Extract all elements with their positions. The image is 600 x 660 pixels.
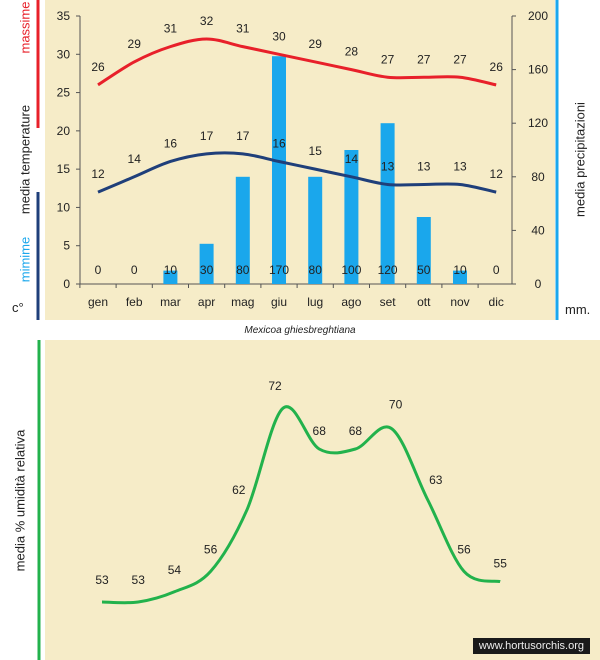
humidity-data-label: 53 — [132, 573, 146, 587]
x-tick-label: lug — [307, 295, 323, 309]
left-tick-label: 0 — [63, 277, 70, 291]
massime-data-label: 30 — [272, 29, 286, 43]
right-tick-label: 40 — [531, 223, 545, 237]
massime-data-label: 26 — [91, 60, 105, 74]
humidity-data-label: 68 — [349, 424, 363, 438]
left-tick-label: 30 — [57, 47, 71, 61]
humidity-data-label: 72 — [268, 379, 282, 393]
left-tick-label: 15 — [57, 162, 71, 176]
minime-data-label: 16 — [164, 136, 178, 150]
massime-line — [97, 37, 497, 87]
massime-data-label: 28 — [345, 45, 359, 59]
minime-data-label: 13 — [453, 159, 467, 173]
minime-data-label: 14 — [345, 152, 359, 166]
massime-data-label: 26 — [490, 60, 504, 74]
left-tick-label: 25 — [57, 86, 71, 100]
right-tick-label: 80 — [531, 170, 545, 184]
x-tick-label: ago — [341, 295, 361, 309]
minime-data-label: 13 — [381, 159, 395, 173]
x-tick-label: mag — [231, 295, 254, 309]
right-tick-label: 200 — [528, 9, 548, 23]
precip-data-label: 10 — [164, 263, 178, 277]
humidity-chart-panel — [45, 340, 600, 660]
x-tick-label: mar — [160, 295, 181, 309]
massime-data-label: 27 — [453, 52, 467, 66]
right-tick-label: 120 — [528, 116, 548, 130]
precip-data-label: 100 — [341, 263, 361, 277]
precip-data-label: 0 — [131, 263, 138, 277]
left-tick-label: 20 — [57, 124, 71, 138]
x-tick-label: apr — [198, 295, 215, 309]
x-tick-label: giu — [271, 295, 287, 309]
massime-data-label: 29 — [128, 37, 142, 51]
precip-data-label: 0 — [95, 263, 102, 277]
x-tick-label: set — [380, 295, 397, 309]
precip-bar — [380, 123, 395, 284]
massime-data-label: 29 — [309, 37, 323, 51]
x-tick-label: dic — [489, 295, 504, 309]
minime-data-label: 15 — [309, 144, 323, 158]
massime-data-label: 32 — [200, 14, 214, 28]
humidity-data-label: 55 — [494, 557, 508, 571]
minime-data-label: 12 — [490, 167, 504, 181]
humidity-data-label: 54 — [168, 563, 182, 577]
minime-data-label: 17 — [200, 129, 214, 143]
minime-data-label: 13 — [417, 159, 431, 173]
right-tick-label: 160 — [528, 63, 548, 77]
massime-data-label: 31 — [164, 22, 178, 36]
precip-bar — [344, 150, 359, 284]
precip-bar — [416, 217, 431, 284]
humidity-data-label: 53 — [95, 573, 109, 587]
precip-data-label: 10 — [453, 263, 467, 277]
minime-data-label: 17 — [236, 129, 250, 143]
precip-data-label: 120 — [378, 263, 398, 277]
right-tick-label: 0 — [535, 277, 542, 291]
massime-data-label: 27 — [381, 52, 395, 66]
humidity-data-label: 68 — [313, 424, 327, 438]
x-tick-label: gen — [88, 295, 108, 309]
climate-chart-panel — [45, 0, 555, 320]
left-tick-label: 10 — [57, 200, 71, 214]
precip-bar — [453, 270, 467, 284]
x-tick-label: ott — [417, 295, 431, 309]
x-tick-label: feb — [126, 295, 143, 309]
precip-bar — [308, 176, 323, 284]
mm-unit: mm. — [565, 302, 591, 317]
left-tick-label: 35 — [57, 9, 71, 23]
humidity-data-label: 70 — [389, 398, 403, 412]
precip-data-label: 170 — [269, 263, 289, 277]
species-caption: Mexicoa ghiesbreghtiana — [244, 325, 356, 336]
humidity-data-label: 56 — [457, 542, 471, 556]
minime-line — [97, 151, 497, 194]
celsius-unit: c° — [12, 300, 24, 315]
humidity-data-label: 62 — [232, 483, 246, 497]
humidity-data-label: 56 — [204, 542, 218, 556]
humidity-data-label: 63 — [429, 473, 443, 487]
precip-bar — [163, 270, 178, 284]
precip-data-label: 80 — [309, 263, 323, 277]
humidity-line — [101, 405, 501, 605]
site-credit: www.hortusorchis.org — [472, 638, 590, 654]
x-tick-label: nov — [450, 295, 469, 309]
minime-data-label: 14 — [128, 152, 142, 166]
precip-bar — [199, 243, 214, 284]
minime-data-label: 16 — [272, 136, 286, 150]
precip-data-label: 30 — [200, 263, 214, 277]
precip-data-label: 80 — [236, 263, 250, 277]
massime-data-label: 27 — [417, 52, 431, 66]
precip-bar — [235, 176, 250, 284]
left-tick-label: 5 — [63, 239, 70, 253]
minime-data-label: 12 — [91, 167, 105, 181]
precip-data-label: 50 — [417, 263, 431, 277]
precip-bar — [272, 56, 286, 285]
massime-data-label: 31 — [236, 22, 250, 36]
precip-data-label: 0 — [493, 263, 500, 277]
